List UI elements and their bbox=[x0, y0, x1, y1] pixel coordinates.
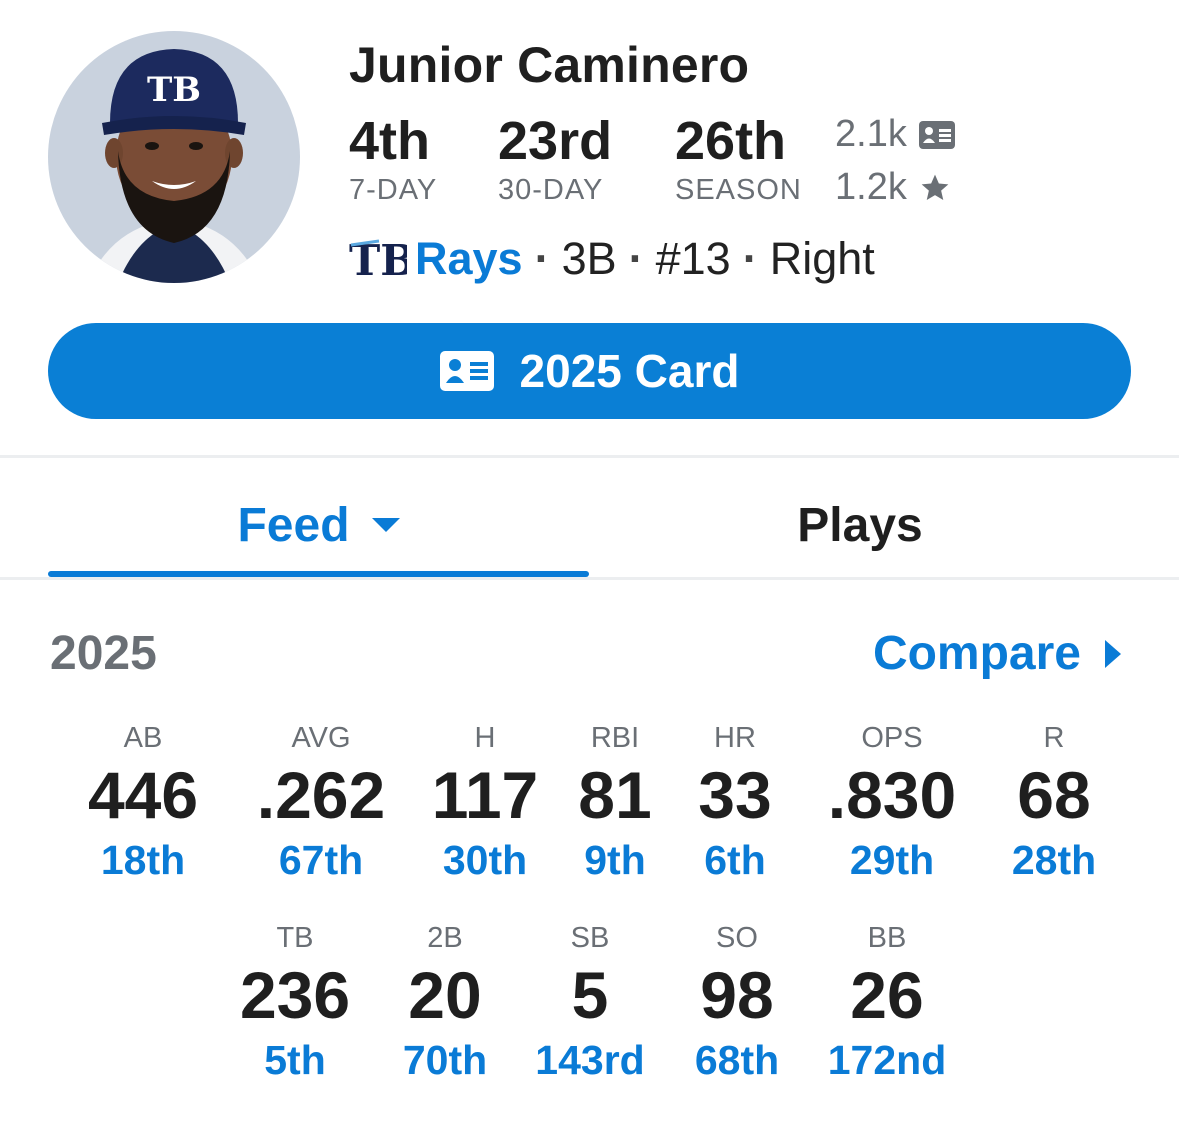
stat-value: 236 bbox=[239, 958, 351, 1032]
stat-label: SO bbox=[716, 922, 758, 954]
stat-rank: 68th bbox=[694, 1037, 780, 1083]
stat-rank: 30th bbox=[442, 837, 528, 883]
stat-value: 81 bbox=[578, 758, 652, 832]
stat-rank: 172nd bbox=[827, 1037, 947, 1083]
stat-value: 117 bbox=[431, 758, 539, 832]
stat-rank: 143rd bbox=[535, 1037, 645, 1083]
stat-bb[interactable]: BB 26 172nd bbox=[797, 920, 977, 1084]
stat-rank: 6th bbox=[704, 837, 766, 883]
stat-label: AVG bbox=[291, 722, 351, 754]
id-card-icon bbox=[439, 351, 494, 391]
rank-7-day: 4th 7-DAY bbox=[349, 112, 437, 210]
stat-value: 26 bbox=[850, 958, 924, 1032]
rays-logo-icon: TB bbox=[349, 235, 416, 285]
stat-value: .830 bbox=[827, 758, 957, 832]
divider bbox=[0, 577, 1179, 580]
card-count[interactable]: 2.1k bbox=[835, 113, 955, 156]
card-count-value: 2.1k bbox=[835, 113, 907, 155]
stat-hr[interactable]: HR 33 6th bbox=[645, 720, 825, 884]
player-bats: Right bbox=[769, 233, 875, 284]
compare-label: Compare bbox=[872, 627, 1081, 680]
stat-rank: 29th bbox=[849, 837, 935, 883]
stat-value: 33 bbox=[698, 758, 772, 832]
separator-dot: · bbox=[628, 233, 644, 284]
season-card-button-label: 2025 Card bbox=[519, 345, 740, 397]
season-card-button[interactable]: 2025 Card bbox=[48, 323, 1131, 419]
team-info-line: TB Rays · 3B · #13 · Right bbox=[349, 233, 875, 285]
stat-label: OPS bbox=[861, 722, 923, 754]
stat-ab[interactable]: AB 446 18th bbox=[53, 720, 233, 884]
stat-label: TB bbox=[276, 922, 314, 954]
stat-rank: 5th bbox=[264, 1037, 326, 1083]
stat-tb[interactable]: TB 236 5th bbox=[205, 920, 385, 1084]
stat-label: H bbox=[474, 722, 496, 754]
active-tab-indicator bbox=[48, 571, 589, 577]
stat-2b[interactable]: 2B 20 70th bbox=[355, 920, 535, 1084]
rank-30-day: 23rd 30-DAY bbox=[498, 112, 612, 210]
rank-season: 26th SEASON bbox=[675, 112, 802, 210]
tab-plays[interactable]: Plays bbox=[589, 490, 1131, 560]
stat-rbi[interactable]: RBI 81 9th bbox=[525, 720, 705, 884]
stat-label: RBI bbox=[590, 722, 640, 754]
season-year: 2025 bbox=[50, 627, 157, 680]
player-position: 3B bbox=[561, 233, 617, 284]
favorite-count[interactable]: 1.2k bbox=[835, 166, 951, 209]
stat-h[interactable]: H 117 30th bbox=[395, 720, 575, 884]
stat-rank: 67th bbox=[278, 837, 364, 883]
stat-label: HR bbox=[714, 722, 756, 754]
player-number: #13 bbox=[655, 233, 731, 284]
team-link[interactable]: Rays bbox=[415, 233, 523, 284]
rank-7-day-value: 4th bbox=[349, 111, 430, 171]
stat-label: BB bbox=[867, 922, 907, 954]
stat-label: R bbox=[1043, 722, 1065, 754]
stat-value: 5 bbox=[571, 958, 609, 1032]
tab-feed[interactable]: Feed bbox=[48, 490, 589, 560]
stat-value: 68 bbox=[1017, 758, 1091, 832]
stat-rank: 70th bbox=[402, 1037, 488, 1083]
stat-label: SB bbox=[570, 922, 610, 954]
tab-feed-label: Feed bbox=[237, 498, 350, 552]
separator-dot: · bbox=[534, 233, 550, 284]
stat-ops[interactable]: OPS .830 29th bbox=[802, 720, 982, 884]
stat-rank: 9th bbox=[584, 837, 646, 883]
stat-so[interactable]: SO 98 68th bbox=[647, 920, 827, 1084]
player-avatar: TB bbox=[48, 31, 300, 283]
stat-sb[interactable]: SB 5 143rd bbox=[500, 920, 680, 1084]
stat-r[interactable]: R 68 28th bbox=[964, 720, 1144, 884]
favorite-count-value: 1.2k bbox=[835, 166, 907, 208]
id-card-icon bbox=[918, 120, 955, 149]
stat-rank: 18th bbox=[100, 837, 186, 883]
rank-7-day-label: 7-DAY bbox=[349, 174, 438, 206]
rank-30-day-label: 30-DAY bbox=[498, 174, 604, 206]
caret-down-icon bbox=[371, 518, 400, 532]
stat-avg[interactable]: AVG .262 67th bbox=[231, 720, 411, 884]
stat-value: .262 bbox=[256, 758, 386, 832]
stat-rank: 28th bbox=[1011, 837, 1097, 883]
svg-text:TB: TB bbox=[147, 70, 201, 110]
stat-value: 20 bbox=[408, 958, 482, 1032]
stat-label: AB bbox=[123, 722, 163, 754]
divider bbox=[0, 455, 1179, 458]
player-name: Junior Caminero bbox=[349, 37, 750, 93]
separator-dot: · bbox=[742, 233, 758, 284]
star-icon bbox=[919, 172, 951, 204]
stat-value: 98 bbox=[700, 958, 774, 1032]
rank-season-label: SEASON bbox=[675, 174, 802, 206]
chevron-right-icon bbox=[1105, 639, 1121, 668]
rank-30-day-value: 23rd bbox=[498, 111, 613, 171]
tab-plays-label: Plays bbox=[797, 498, 923, 552]
compare-link[interactable]: Compare bbox=[873, 626, 1121, 681]
stat-value: 446 bbox=[87, 758, 199, 832]
stat-label: 2B bbox=[427, 922, 463, 954]
rank-season-value: 26th bbox=[675, 111, 787, 171]
